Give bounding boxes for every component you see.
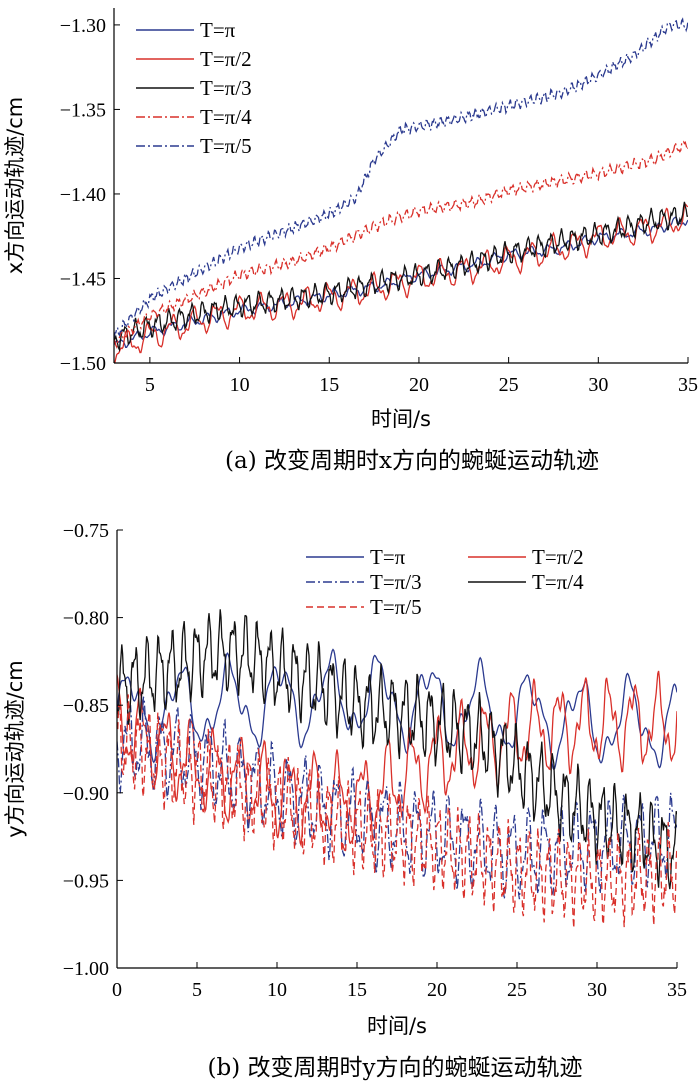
series-line-3: [114, 201, 688, 353]
legend-label: T=π/4: [200, 105, 252, 129]
legend-label: T=π/2: [532, 545, 584, 569]
legend-label: T=π/2: [200, 47, 252, 71]
series-line-1: [114, 216, 688, 348]
legend-label: T=π/3: [370, 570, 422, 594]
chart-a: −1.30 −1.35 −1.40 −1.45 −1.50 5 10 15 20 25 30 35 时间…: [3, 8, 698, 431]
y-tick-label: −1.45: [60, 268, 106, 290]
legend: T=π T=π/2 T=π/3 T=π/4 T=π/5: [136, 18, 252, 158]
x-tick-label: 10: [267, 979, 287, 1001]
y-tick-label: −0.85: [63, 695, 109, 717]
x-tick-label: 5: [145, 374, 155, 396]
y-tick-label: −1.30: [60, 15, 106, 37]
legend-label: T=π/5: [200, 134, 252, 158]
chart-b: −0.75 −0.80 −0.85 −0.90 −0.95 −1.000 5 10 15 20 25…: [3, 520, 687, 1038]
y-tick-label: −1.35: [60, 99, 106, 121]
series-line-4: [117, 609, 677, 890]
series-line-2: [117, 670, 677, 848]
x-tick-label: 35: [678, 374, 698, 396]
y-tick-label: −1.50: [60, 353, 106, 375]
x-tick-label: 30: [587, 979, 607, 1001]
x-axis-label: 时间/s: [371, 407, 431, 431]
caption-a: (a) 改变周期时x方向的蜿蜒运动轨迹: [225, 448, 599, 474]
legend-label: T=π/3: [200, 76, 252, 100]
x-tick-label: 20: [409, 374, 429, 396]
y-tick-label: −0.95: [63, 870, 109, 892]
legend-label: T=π/5: [370, 595, 422, 619]
x-tick-label: 15: [319, 374, 339, 396]
x-tick-label: 30: [588, 374, 608, 396]
series-line-5: [117, 694, 677, 929]
y-tick-label: −0.90: [63, 783, 109, 805]
y-tick-label: −1.00: [63, 958, 109, 980]
x-tick-label: 25: [499, 374, 519, 396]
y-axis-label: y方向运动轨迹/cm: [3, 660, 27, 838]
x-tick-label: 5: [192, 979, 202, 1001]
x-tick-label: 35: [667, 979, 687, 1001]
caption-b: (b) 改变周期时y方向的蜿蜒运动轨迹: [208, 1055, 583, 1081]
series-group: [117, 609, 677, 929]
x-axis-label: 时间/s: [367, 1014, 427, 1038]
x-tick-label: 25: [507, 979, 527, 1001]
y-tick-label: −0.75: [63, 520, 109, 542]
x-tick-label: 10: [230, 374, 250, 396]
y-tick-label: −1.40: [60, 184, 106, 206]
series-group: [114, 17, 688, 363]
legend-label: T=π: [200, 18, 236, 42]
series-line-2: [114, 203, 688, 363]
x-tick-label: 0: [112, 979, 122, 1001]
series-line-5: [114, 17, 688, 339]
y-tick-label: −0.80: [63, 608, 109, 630]
legend: T=π T=π/2 T=π/3 T=π/4 T=π/5: [306, 545, 584, 619]
series-line-4: [114, 140, 688, 350]
x-tick-label: 15: [347, 979, 367, 1001]
legend-label: T=π: [370, 545, 406, 569]
y-axis-label: x方向运动轨迹/cm: [3, 97, 27, 275]
legend-label: T=π/4: [532, 570, 584, 594]
x-tick-label: 20: [427, 979, 447, 1001]
